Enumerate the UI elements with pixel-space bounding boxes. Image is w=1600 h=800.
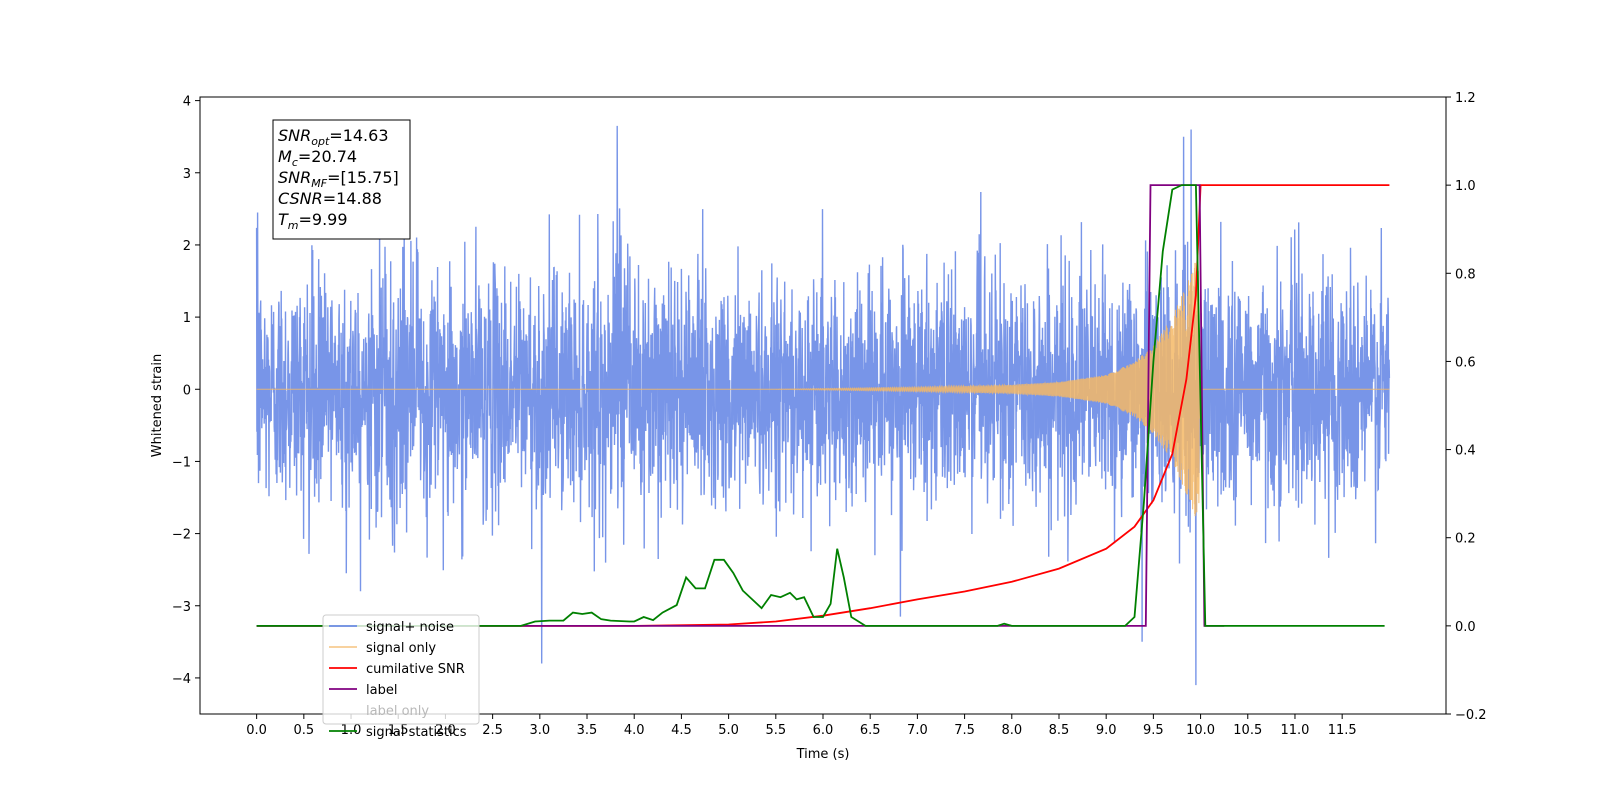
y2-tick-label: 0.4 xyxy=(1455,444,1476,459)
x-tick-label: 11.0 xyxy=(1280,723,1309,738)
x-tick-label: 8.5 xyxy=(1049,723,1070,738)
x-tick-label: 7.0 xyxy=(907,723,928,738)
annotation-line: Tm=9.99 xyxy=(278,210,348,232)
legend-label: signal+ noise xyxy=(366,620,454,635)
annotation-box: SNRopt=14.63Mc=20.74SNRMF=[15.75]CSNR=14… xyxy=(272,119,411,240)
annotation-symbol: M xyxy=(278,147,292,166)
annotation-subscript: opt xyxy=(311,135,330,148)
x-tick-label: 10.0 xyxy=(1186,723,1215,738)
annotation-subscript: MF xyxy=(311,177,327,190)
y-axis-left: 4 3 2 1 0 −1 −2 −3 −4 xyxy=(172,95,200,687)
y-axis-right: 1.2 1.0 0.8 0.6 0.4 0.2 0.0 −0.2 xyxy=(1446,91,1487,723)
y-tick-label: −3 xyxy=(172,600,191,615)
x-tick-label: 9.5 xyxy=(1143,723,1164,738)
annotation-value: =14.88 xyxy=(323,189,382,208)
annotation-line: SNRopt=14.63 xyxy=(278,126,389,148)
legend-item: signal statistics xyxy=(329,725,467,740)
x-tick-label: 6.5 xyxy=(860,723,881,738)
legend-item: label xyxy=(329,683,397,698)
series-signal-noise xyxy=(255,125,1391,686)
annotation-value: =20.74 xyxy=(298,147,357,166)
x-tick-label: 4.5 xyxy=(671,723,692,738)
x-tick-label: 2.5 xyxy=(482,723,503,738)
y2-tick-label: 0.6 xyxy=(1455,355,1476,370)
y-tick-label: 4 xyxy=(183,95,191,110)
x-tick-label: 10.5 xyxy=(1233,723,1262,738)
x-tick-label: 2.0 xyxy=(435,723,456,738)
legend-label: label only xyxy=(366,704,429,719)
x-tick-label: 11.5 xyxy=(1328,723,1357,738)
y-tick-label: −1 xyxy=(172,455,191,470)
y2-tick-label: 0.0 xyxy=(1455,620,1476,635)
annotation-subscript: c xyxy=(292,156,298,169)
x-tick-label: 4.0 xyxy=(624,723,645,738)
annotation-value: =14.63 xyxy=(329,126,388,145)
x-tick-label: 5.0 xyxy=(718,723,739,738)
legend-item: label only xyxy=(366,704,429,719)
x-tick-label: 6.0 xyxy=(813,723,834,738)
x-tick-label: 3.0 xyxy=(529,723,550,738)
y-tick-label: −4 xyxy=(172,672,191,687)
y-tick-label: 1 xyxy=(183,311,191,326)
x-tick-label: 9.0 xyxy=(1096,723,1117,738)
annotation-value: =[15.75] xyxy=(327,168,399,187)
annotation-line: SNRMF=[15.75] xyxy=(278,168,399,190)
series-layer xyxy=(255,125,1391,686)
annotation-line: Mc=20.74 xyxy=(278,147,357,169)
legend-label: label xyxy=(366,683,397,698)
series-cumilative-snr xyxy=(256,184,1390,627)
legend: signal+ noise signal only cumilative SNR la… xyxy=(322,614,480,740)
annotation-subscript: m xyxy=(288,219,299,232)
x-tick-label: 7.5 xyxy=(954,723,975,738)
annotation-symbol: CSNR xyxy=(278,189,323,208)
legend-item: signal+ noise xyxy=(329,620,454,635)
annotation-symbol: SNR xyxy=(278,126,311,145)
annotation-frame xyxy=(272,119,411,240)
y-tick-label: 3 xyxy=(183,167,191,182)
annotation-value: =9.99 xyxy=(299,210,348,229)
annotation-symbol: T xyxy=(278,210,289,229)
x-tick-label: 0.0 xyxy=(246,723,267,738)
x-tick-label: 5.5 xyxy=(765,723,786,738)
x-tick-label: 1.5 xyxy=(388,723,409,738)
x-tick-label: 0.5 xyxy=(293,723,314,738)
legend-frame xyxy=(322,614,480,725)
x-axis: 0.0 0.5 1.0 1.5 2.0 2.5 3.0 3.5 4.0 4.5 5.0 5.5 6.0 6… xyxy=(246,714,1357,738)
x-axis-label: Time (s) xyxy=(796,747,850,762)
legend-item: signal only xyxy=(329,641,436,656)
y-tick-label: 0 xyxy=(183,383,191,398)
legend-label: cumilative SNR xyxy=(366,662,465,677)
x-tick-label: 3.5 xyxy=(577,723,598,738)
annotation-symbol: SNR xyxy=(278,168,311,187)
y2-tick-label: 0.8 xyxy=(1455,267,1476,282)
y-tick-label: 2 xyxy=(183,239,191,254)
y2-tick-label: −0.2 xyxy=(1455,708,1487,723)
y-axis-label: Whitened strain xyxy=(150,354,165,457)
annotation-line: CSNR=14.88 xyxy=(278,189,382,208)
legend-label: signal statistics xyxy=(366,725,467,740)
series-signal-statistics xyxy=(256,184,1385,627)
y2-tick-label: 1.2 xyxy=(1455,91,1476,106)
y2-tick-label: 0.2 xyxy=(1455,532,1476,547)
y-tick-label: −2 xyxy=(172,528,191,543)
x-tick-label: 8.0 xyxy=(1001,723,1022,738)
legend-label: signal only xyxy=(366,641,436,656)
y2-tick-label: 1.0 xyxy=(1455,179,1476,194)
legend-item: cumilative SNR xyxy=(329,662,465,677)
